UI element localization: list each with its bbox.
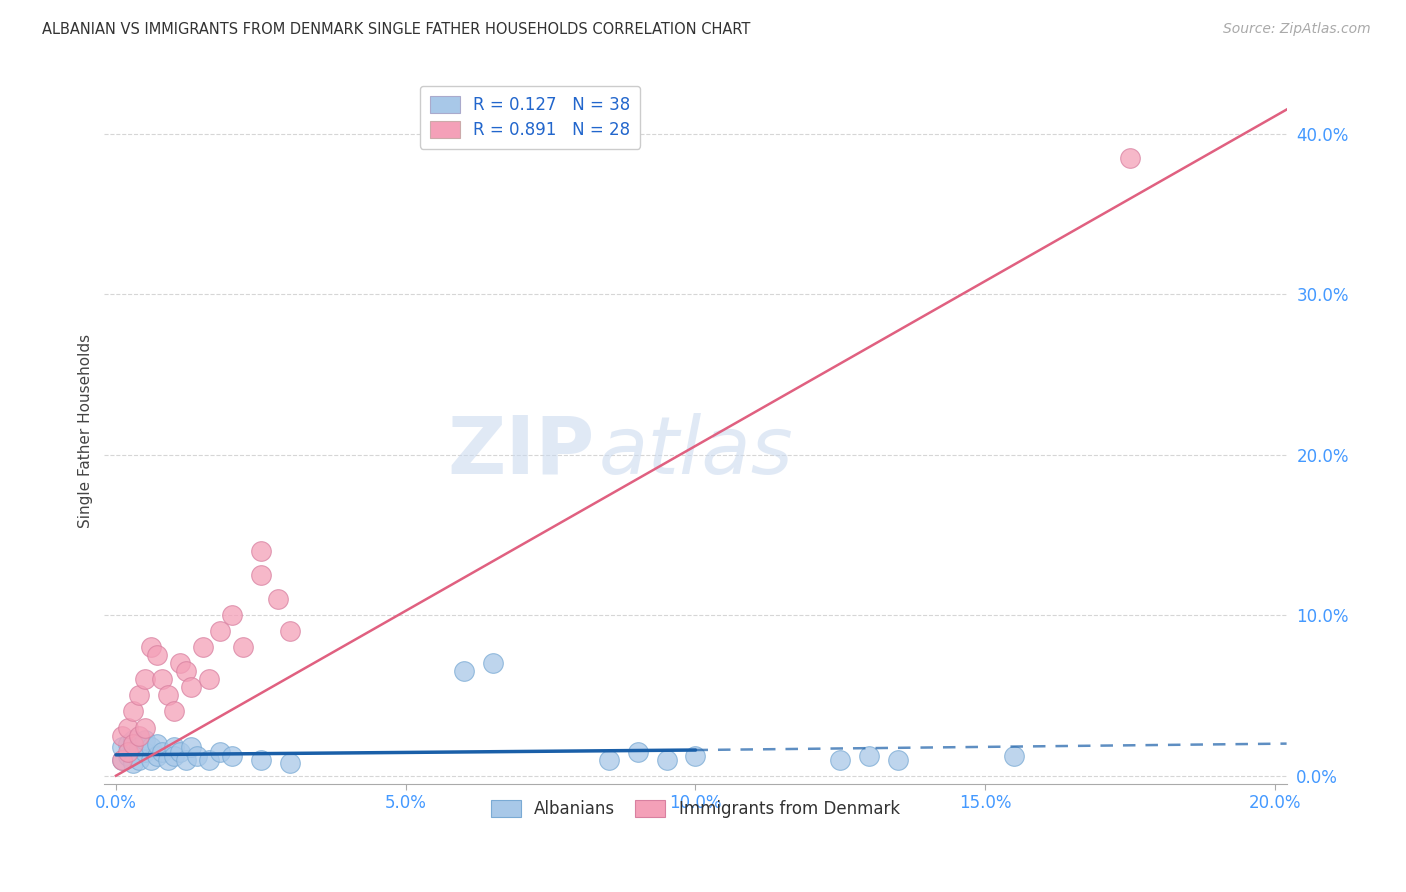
Point (145, 648, 167, 663)
Point (655, 753, 678, 767)
Point (232, 640, 254, 655)
Point (117, 737, 139, 751)
Point (830, 753, 852, 767)
Point (111, 753, 134, 767)
Point (122, 705, 145, 719)
Point (278, 624, 301, 639)
Point (250, 753, 273, 767)
Point (186, 749, 208, 764)
Point (111, 729, 134, 743)
Point (122, 745, 145, 759)
Point (174, 665, 197, 679)
Point (128, 689, 150, 703)
Point (157, 689, 180, 703)
Point (685, 749, 707, 764)
Point (150, 673, 173, 687)
Point (150, 745, 173, 759)
Point (221, 608, 243, 623)
Point (221, 749, 243, 764)
Point (117, 749, 139, 764)
Point (197, 673, 219, 687)
Point (128, 729, 150, 743)
Point (111, 753, 134, 767)
Point (134, 745, 156, 759)
Point (139, 753, 162, 767)
Point (481, 657, 503, 671)
Point (598, 753, 620, 767)
Point (209, 745, 232, 759)
Point (858, 749, 880, 764)
Point (117, 721, 139, 735)
Point (163, 739, 186, 754)
Point (887, 753, 910, 767)
Text: ALBANIAN VS IMMIGRANTS FROM DENMARK SINGLE FATHER HOUSEHOLDS CORRELATION CHART: ALBANIAN VS IMMIGRANTS FROM DENMARK SING… (42, 22, 751, 37)
Point (163, 705, 186, 719)
Point (128, 739, 150, 754)
Text: Source: ZipAtlas.com: Source: ZipAtlas.com (1223, 22, 1371, 37)
Text: ZIP: ZIP (447, 413, 595, 491)
Point (453, 665, 475, 679)
Point (157, 753, 180, 767)
Point (250, 568, 273, 582)
Point (145, 749, 167, 764)
Point (111, 739, 134, 754)
Point (145, 737, 167, 751)
Point (163, 749, 186, 764)
Point (122, 756, 145, 770)
Point (128, 753, 150, 767)
Y-axis label: Single Father Households: Single Father Households (79, 334, 93, 528)
Point (134, 673, 156, 687)
Point (122, 737, 145, 751)
Point (139, 640, 162, 655)
Text: atlas: atlas (599, 413, 793, 491)
Point (191, 640, 214, 655)
Point (139, 739, 162, 754)
Point (1002, 749, 1025, 764)
Point (626, 745, 648, 759)
Point (180, 681, 202, 695)
Point (134, 721, 156, 735)
Point (267, 592, 290, 607)
Point (122, 733, 145, 747)
Point (134, 733, 156, 747)
Point (169, 745, 191, 759)
Point (209, 624, 232, 639)
Point (1119, 151, 1142, 165)
Point (169, 657, 191, 671)
Point (278, 756, 301, 770)
Point (250, 544, 273, 558)
Legend: Albanians, Immigrants from Denmark: Albanians, Immigrants from Denmark (484, 793, 907, 825)
Point (117, 745, 139, 759)
Point (197, 753, 219, 767)
Point (174, 753, 197, 767)
Point (180, 739, 202, 754)
